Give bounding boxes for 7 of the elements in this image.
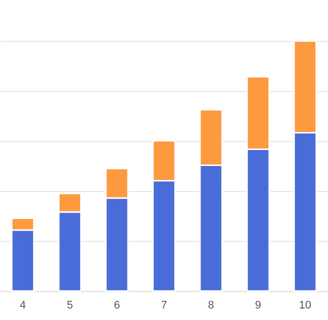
- x-tick-label: 10: [299, 300, 312, 312]
- x-tick-label: 5: [66, 300, 73, 312]
- x-tick-label: 6: [114, 300, 120, 312]
- x-tick-label: 9: [255, 300, 262, 312]
- x-tick-label: 7: [160, 300, 168, 312]
- x-tick-label: 8: [208, 300, 214, 312]
- x-tick-label: 4: [20, 300, 26, 312]
